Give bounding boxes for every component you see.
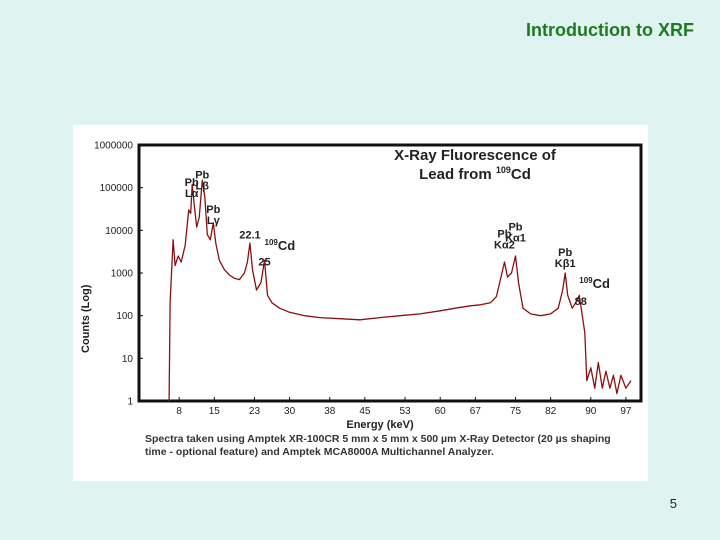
spectrum-figure: 1 10 100 1000 10000 100000 1000000 8 15 23 30 38 45… xyxy=(73,125,648,481)
chart-title-line2: Lead from 109Cd xyxy=(419,165,531,183)
x-axis: 8 15 23 30 38 45 53 60 67 75 82 90 97 xyxy=(176,397,632,417)
annotation-peak-22: 22.1 xyxy=(239,229,260,241)
x-axis-label: Energy (keV) xyxy=(346,419,414,431)
annotation-pb-ka1: Pb Kα1 xyxy=(505,221,526,244)
annotation-pb-ka2: Pb Kα2 xyxy=(494,228,515,251)
annotation-pb-lg: Pb Lγ xyxy=(206,204,220,227)
annotation-peak-25: 25 xyxy=(258,256,270,268)
x-tick-label: 15 xyxy=(209,406,221,417)
y-axis: 1 10 100 1000 10000 100000 1000000 xyxy=(94,141,143,408)
y-tick-label: 100 xyxy=(116,311,133,322)
page-number: 5 xyxy=(669,496,677,511)
x-tick-label: 8 xyxy=(176,406,182,417)
annotation-pb-la: Pb Lα xyxy=(185,177,199,200)
chart-title-line2-post: Cd xyxy=(511,166,531,183)
annotation-pb-kb1: Pb Kβ1 xyxy=(555,247,576,270)
chart-title-line1: X-Ray Fluorescence of xyxy=(394,147,557,164)
y-tick-label: 1 xyxy=(127,397,133,408)
x-tick-label: 38 xyxy=(324,406,336,417)
annotation-cd-109-b: 109Cd xyxy=(579,276,610,291)
x-tick-label: 67 xyxy=(470,406,482,417)
figure-caption: Spectra taken using Amptek XR-100CR 5 mm… xyxy=(145,433,611,458)
x-tick-label: 82 xyxy=(545,406,557,417)
y-tick-label: 100000 xyxy=(100,183,134,194)
chart-title-line2-pre: Lead from xyxy=(419,166,496,183)
x-tick-label: 60 xyxy=(435,406,447,417)
y-tick-label: 10000 xyxy=(105,226,133,237)
chart-title-line2-sup: 109 xyxy=(496,165,511,175)
y-tick-label: 1000000 xyxy=(94,141,133,152)
y-tick-label: 1000 xyxy=(111,269,134,280)
x-tick-label: 23 xyxy=(249,406,261,417)
annotation-peak-88: 88 xyxy=(575,296,587,308)
annotation-pb-lb: Pb Lβ xyxy=(195,170,209,193)
y-axis-label: Counts (Log) xyxy=(80,284,92,353)
y-tick-label: 10 xyxy=(122,354,134,365)
slide-title: Introduction to XRF xyxy=(526,20,694,40)
x-tick-label: 75 xyxy=(510,406,522,417)
x-tick-label: 90 xyxy=(585,406,597,417)
annotation-cd-109-a: 109Cd xyxy=(265,238,296,253)
x-tick-label: 30 xyxy=(284,406,296,417)
x-tick-label: 45 xyxy=(359,406,371,417)
series-line xyxy=(168,179,632,402)
x-tick-label: 97 xyxy=(620,406,632,417)
xrf-spectrum-chart: 1 10 100 1000 10000 100000 1000000 8 15 23 30 38 45… xyxy=(80,141,643,431)
x-tick-label: 53 xyxy=(399,406,411,417)
